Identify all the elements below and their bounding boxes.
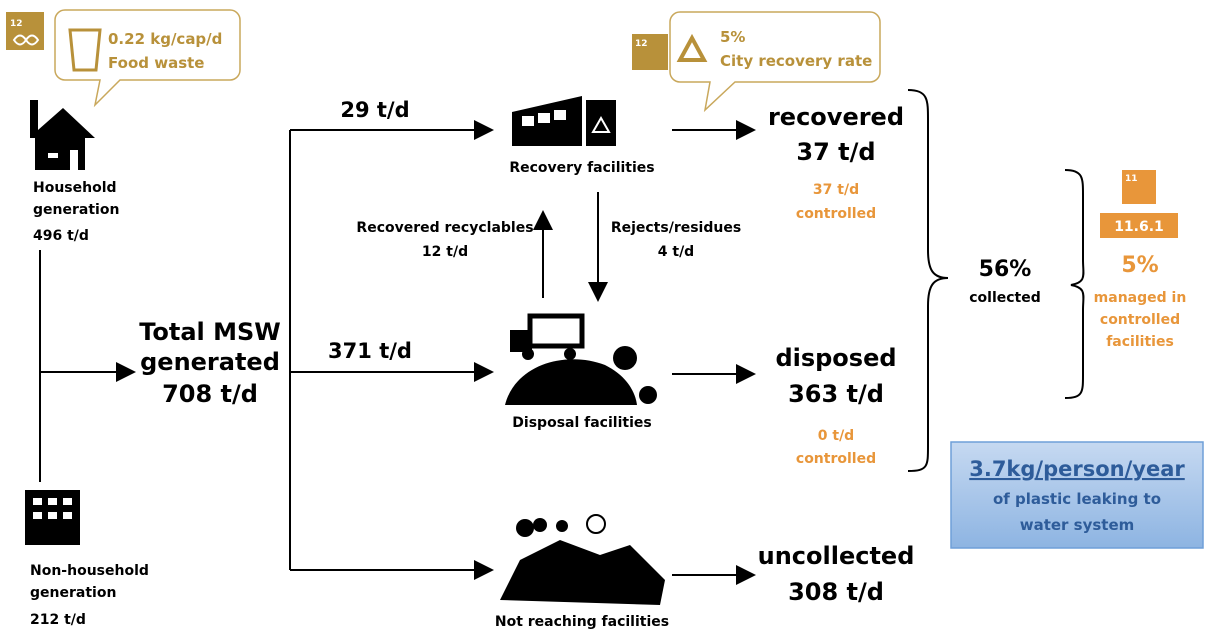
outcome-label: recovered (768, 103, 904, 131)
total-label: generated (140, 348, 280, 376)
callout: 12 0.22 kg/cap/d Food waste (6, 9, 241, 108)
indicator-box (1100, 213, 1178, 238)
exchange-value: 4 t/d (658, 244, 694, 260)
facility-label: Recovery facilities (509, 160, 654, 176)
total-value: 708 t/d (162, 380, 258, 408)
sdg-badge-number: 11 (1125, 174, 1138, 184)
disposal-icon (505, 313, 657, 405)
exchange-value: 12 t/d (422, 244, 468, 260)
unmanaged-icon (500, 514, 665, 605)
sdg-badge: 12 (10, 19, 23, 29)
exchange-label: Rejects/residues (611, 220, 741, 236)
recovery-icon (512, 96, 616, 146)
source-label: Non-household (30, 563, 149, 579)
exchange-label: Recovered recyclables (356, 220, 533, 236)
outcome-value: 363 t/d (788, 380, 884, 408)
indicator-text: facilities (1106, 334, 1174, 350)
callout-text: 5% (720, 28, 745, 46)
controlled: controlled (796, 451, 876, 467)
source-label: Household (33, 180, 117, 196)
callout-text: 0.22 kg/cap/d (108, 30, 222, 48)
flow-value: 29 t/d (340, 98, 409, 122)
total-label: Total MSW (139, 318, 281, 346)
house-icon (30, 100, 95, 170)
outcome-value: 37 t/d (796, 138, 875, 166)
brace (907, 89, 949, 472)
callout-text: Food waste (108, 54, 204, 72)
plastic-text: of plastic leaking to (993, 490, 1161, 508)
indicator-text: managed in (1094, 290, 1187, 306)
facility-label: Not reaching facilities (495, 614, 669, 630)
sdg-badge (1122, 170, 1156, 204)
indicator-text: controlled (1100, 312, 1180, 328)
flow-value: 371 t/d (328, 339, 412, 363)
source-label: generation (30, 585, 116, 601)
building-icon (25, 490, 80, 545)
source-value: 496 t/d (33, 228, 89, 244)
callout-text: City recovery rate (720, 52, 872, 70)
collected-label: collected (969, 290, 1041, 306)
controlled: controlled (796, 206, 876, 222)
plastic-box (950, 441, 1204, 549)
outcome-value: 308 t/d (788, 578, 884, 606)
plastic-value: 3.7kg/person/year (969, 457, 1185, 481)
source-label: generation (33, 202, 119, 218)
outcome-label: uncollected (758, 542, 915, 570)
sdg-badge: 12 (635, 39, 648, 49)
indicator-value: 5% (1121, 253, 1158, 278)
indicator-code: 11.6.1 (1114, 219, 1164, 235)
outcome-label: disposed (775, 344, 896, 372)
controlled: 37 t/d (813, 182, 859, 198)
facility-label: Disposal facilities (512, 415, 651, 431)
brace (1064, 169, 1085, 399)
source-value: 212 t/d (30, 612, 86, 628)
callout: 12 5% City recovery rate (632, 11, 881, 113)
collected-value: 56% (979, 257, 1032, 282)
controlled: 0 t/d (818, 428, 854, 444)
plastic-text: water system (1020, 516, 1135, 534)
